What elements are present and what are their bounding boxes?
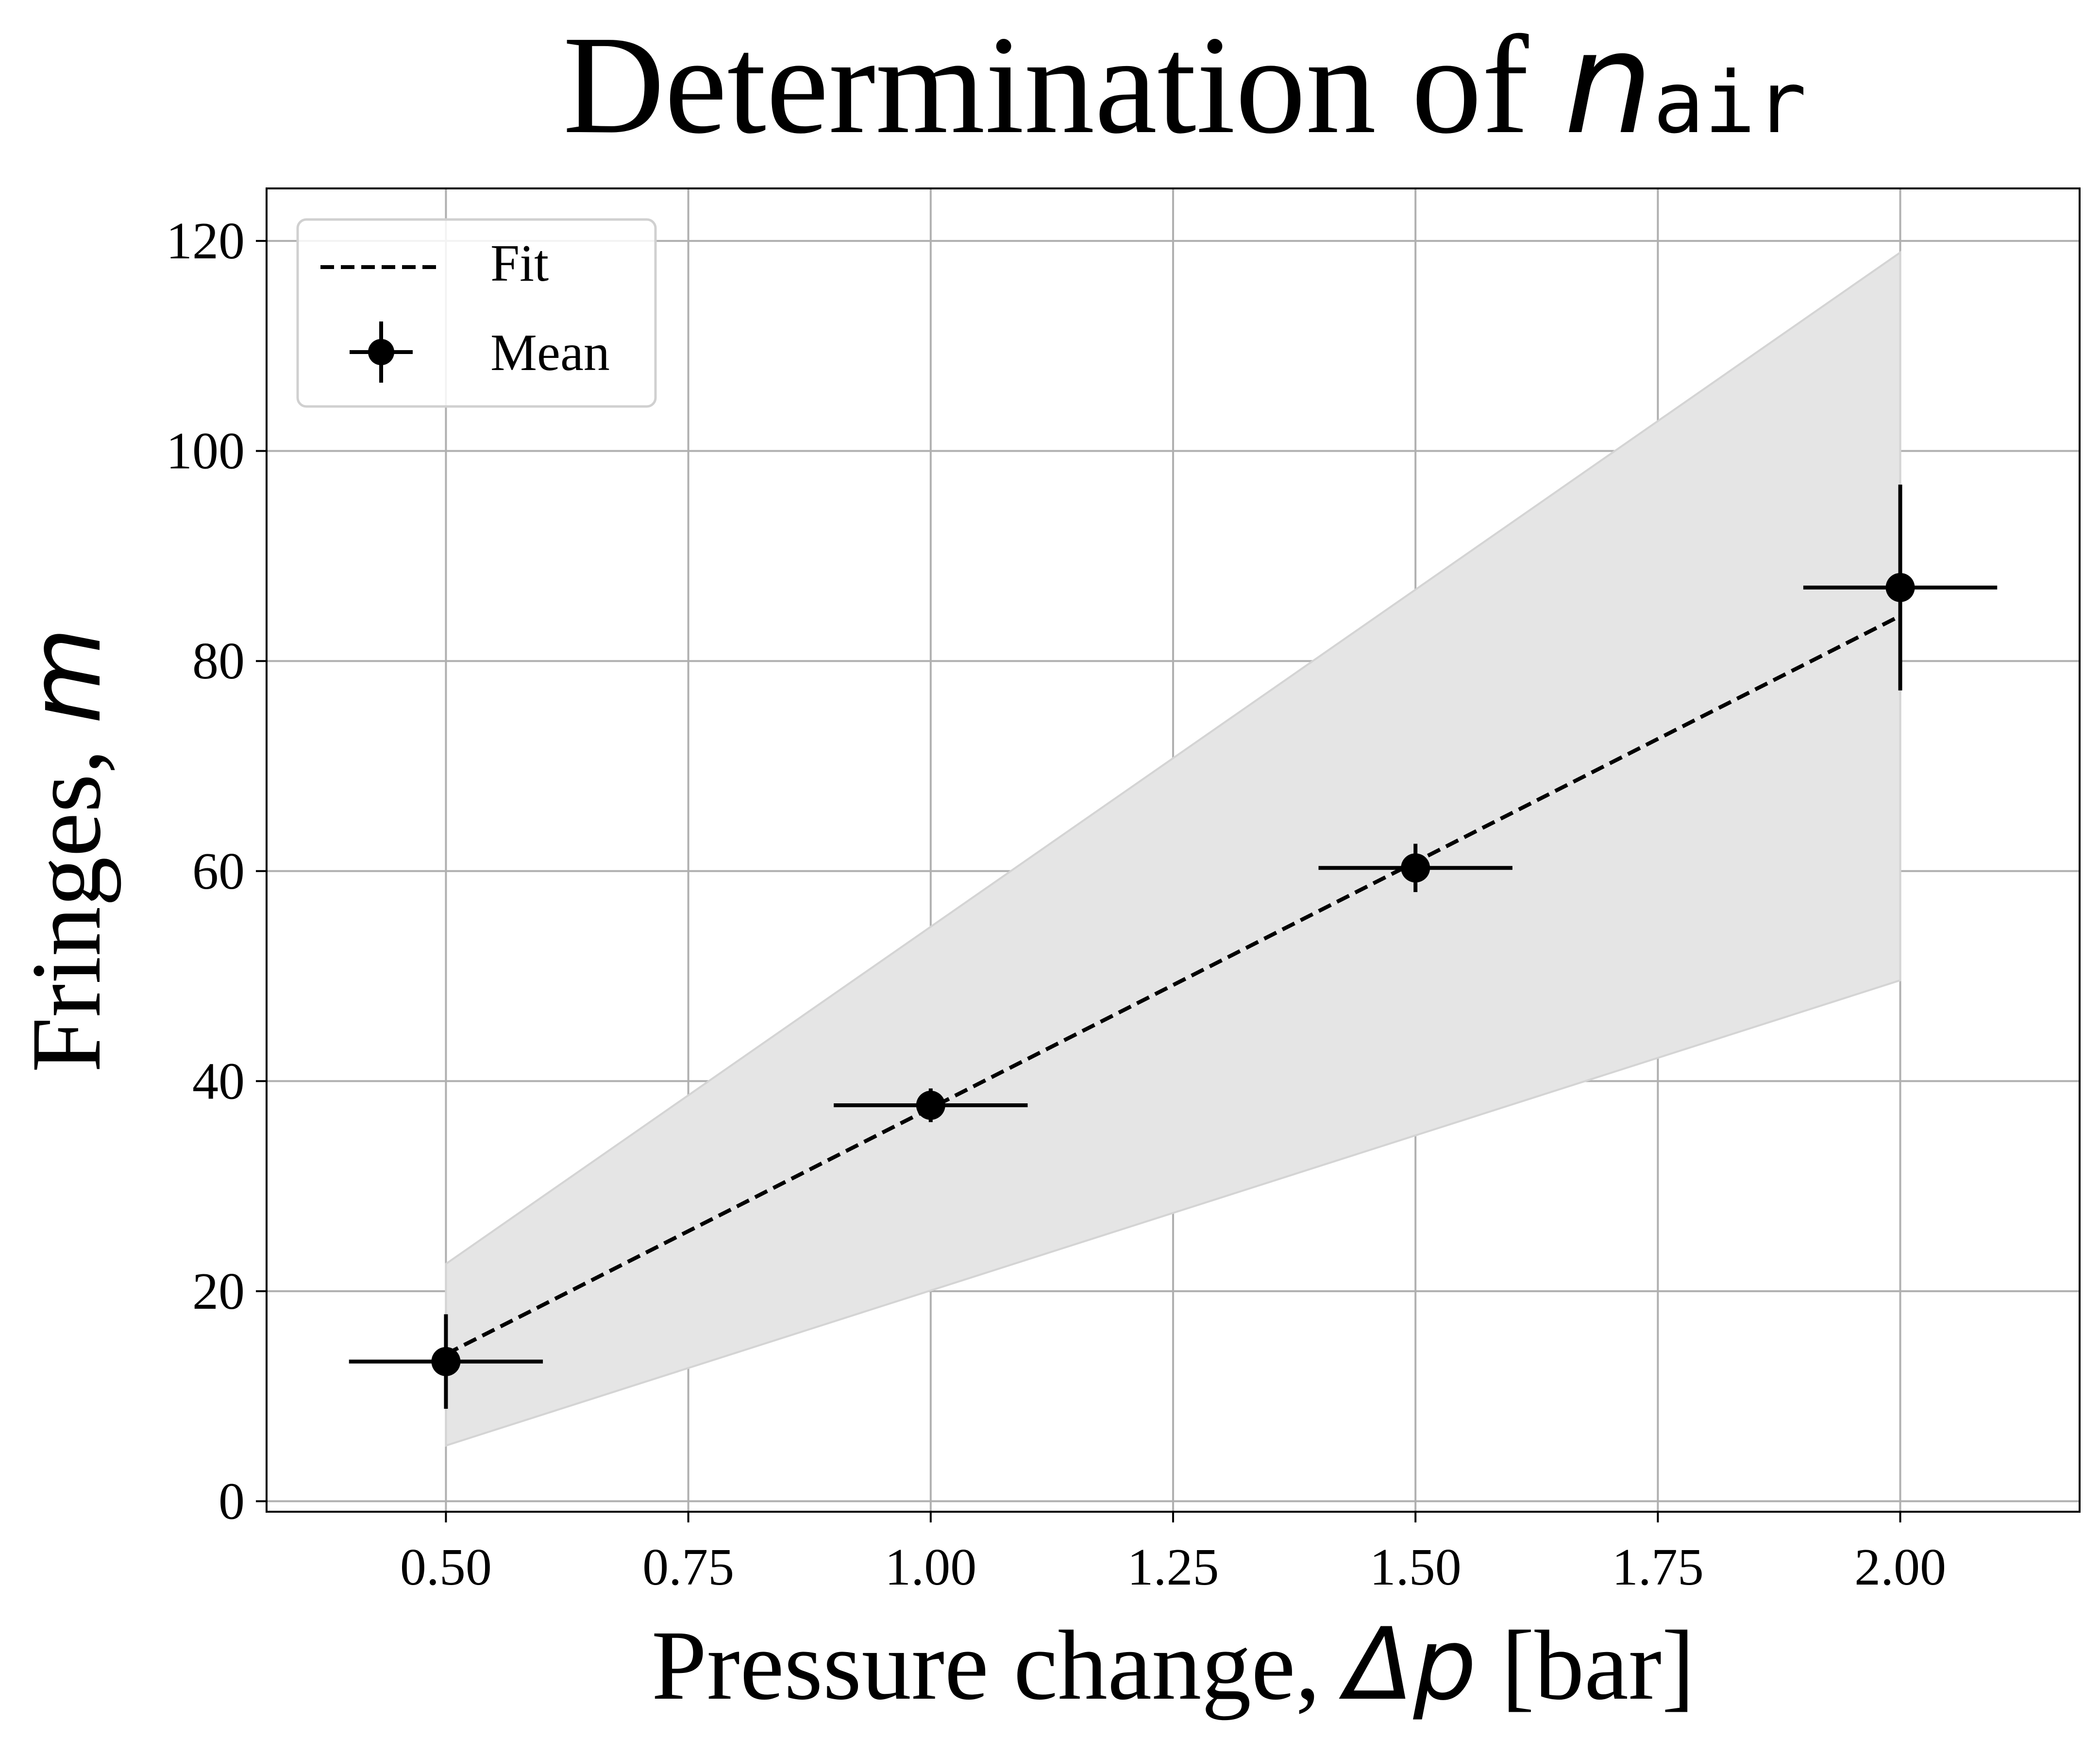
y-tick-label: 80	[192, 632, 245, 690]
x-axis-label-text: Pressure change,	[652, 1610, 1345, 1721]
legend-fit-label: Fit	[490, 235, 549, 292]
y-tick-label: 100	[166, 422, 245, 480]
mean-point	[916, 1091, 945, 1120]
mean-point	[1885, 573, 1915, 602]
x-axis-ticks: 0.50 0.75 1.00 1.25 1.50 1.75 2.00	[400, 1512, 1946, 1596]
x-axis-label: Pressure change, Δp [bar]	[652, 1607, 1695, 1722]
legend: Fit Mean	[296, 218, 657, 408]
x-tick-label: 1.50	[1370, 1538, 1462, 1596]
x-tick-label: 0.75	[642, 1538, 734, 1596]
mean-points	[349, 484, 1998, 1409]
chart-title-subscript: air	[1653, 54, 1807, 152]
legend-mean-swatch-marker	[368, 339, 394, 365]
y-tick-label: 120	[166, 212, 245, 270]
y-tick-label: 0	[218, 1472, 245, 1530]
chart-title: Determination of nair	[563, 2, 1806, 166]
chart-title-symbol: n	[1564, 2, 1653, 166]
y-tick-label: 40	[192, 1052, 245, 1110]
y-axis-label-text: Fringes,	[11, 724, 121, 1073]
x-axis-label-unit: [bar]	[1477, 1610, 1695, 1721]
fit-line	[445, 614, 1901, 1356]
x-tick-label: 0.50	[400, 1538, 492, 1596]
y-axis-ticks: 0 20 40 60 80 100 120	[166, 212, 267, 1530]
y-tick-label: 20	[192, 1263, 245, 1320]
x-tick-label: 1.25	[1127, 1538, 1219, 1596]
x-tick-label: 2.00	[1854, 1538, 1946, 1596]
y-axis-label-symbol: m	[8, 627, 123, 724]
legend-mean-label: Mean	[490, 324, 610, 382]
chart-title-text: Determination of	[563, 7, 1564, 163]
x-tick-label: 1.00	[885, 1538, 976, 1596]
plot-area: 0.50 0.75 1.00 1.25 1.50 1.75 2.00 0 20 40 60 80 10…	[166, 187, 2081, 1596]
x-axis-label-symbol: Δp	[1339, 1607, 1476, 1722]
x-tick-label: 1.75	[1612, 1538, 1704, 1596]
mean-point	[431, 1347, 461, 1376]
y-tick-label: 60	[192, 843, 245, 900]
mean-point	[1401, 853, 1430, 883]
y-axis-label: Fringes, m	[8, 627, 123, 1072]
